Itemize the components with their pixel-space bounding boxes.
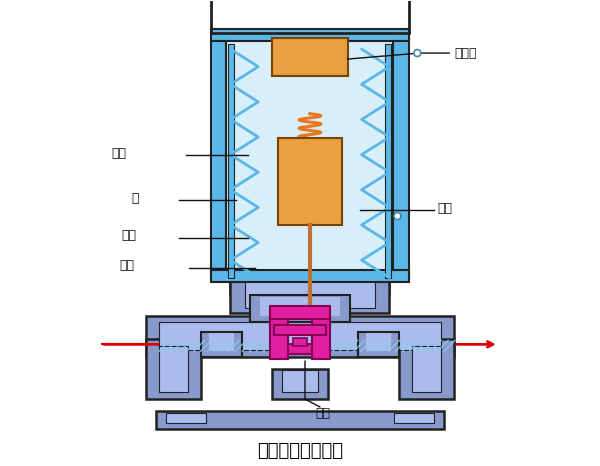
Bar xyxy=(365,333,391,351)
Bar xyxy=(272,369,328,399)
Bar xyxy=(270,306,330,320)
Bar xyxy=(358,277,389,295)
Bar xyxy=(412,346,441,392)
Bar xyxy=(146,339,200,399)
Bar xyxy=(229,44,235,278)
Text: 直接联系式电磁阀: 直接联系式电磁阀 xyxy=(257,442,343,459)
Bar xyxy=(270,312,288,359)
Text: 罩: 罩 xyxy=(131,192,139,205)
Bar xyxy=(146,315,454,357)
Bar xyxy=(200,332,242,357)
Bar xyxy=(211,0,409,33)
Text: 线圈: 线圈 xyxy=(111,147,126,160)
Bar xyxy=(394,413,434,423)
Bar xyxy=(223,39,397,278)
Bar xyxy=(211,270,409,282)
Bar xyxy=(385,44,391,278)
Bar xyxy=(211,29,409,41)
Bar xyxy=(282,370,318,392)
Bar xyxy=(166,413,206,423)
Bar xyxy=(156,411,444,429)
Bar xyxy=(272,38,348,76)
Text: 定铁心: 定铁心 xyxy=(454,47,476,60)
Bar xyxy=(358,332,400,357)
Bar xyxy=(159,322,441,350)
Text: 小孔: 小孔 xyxy=(119,259,134,272)
Text: 主阀: 主阀 xyxy=(121,229,136,242)
Bar xyxy=(211,41,226,278)
Circle shape xyxy=(414,49,421,56)
Bar xyxy=(278,137,342,225)
Text: 导阀: 导阀 xyxy=(315,407,330,420)
Bar xyxy=(288,344,312,354)
Bar xyxy=(394,41,409,278)
Circle shape xyxy=(394,212,401,219)
Bar xyxy=(230,275,389,313)
Bar xyxy=(293,338,307,346)
Bar xyxy=(209,333,235,351)
Bar xyxy=(250,295,350,322)
Bar xyxy=(159,346,188,392)
Bar xyxy=(274,325,326,336)
Bar xyxy=(312,312,330,359)
Bar xyxy=(245,278,374,308)
Text: 阀杆: 阀杆 xyxy=(437,202,452,215)
Bar xyxy=(260,297,340,316)
Bar xyxy=(230,277,262,295)
Bar xyxy=(400,339,454,399)
